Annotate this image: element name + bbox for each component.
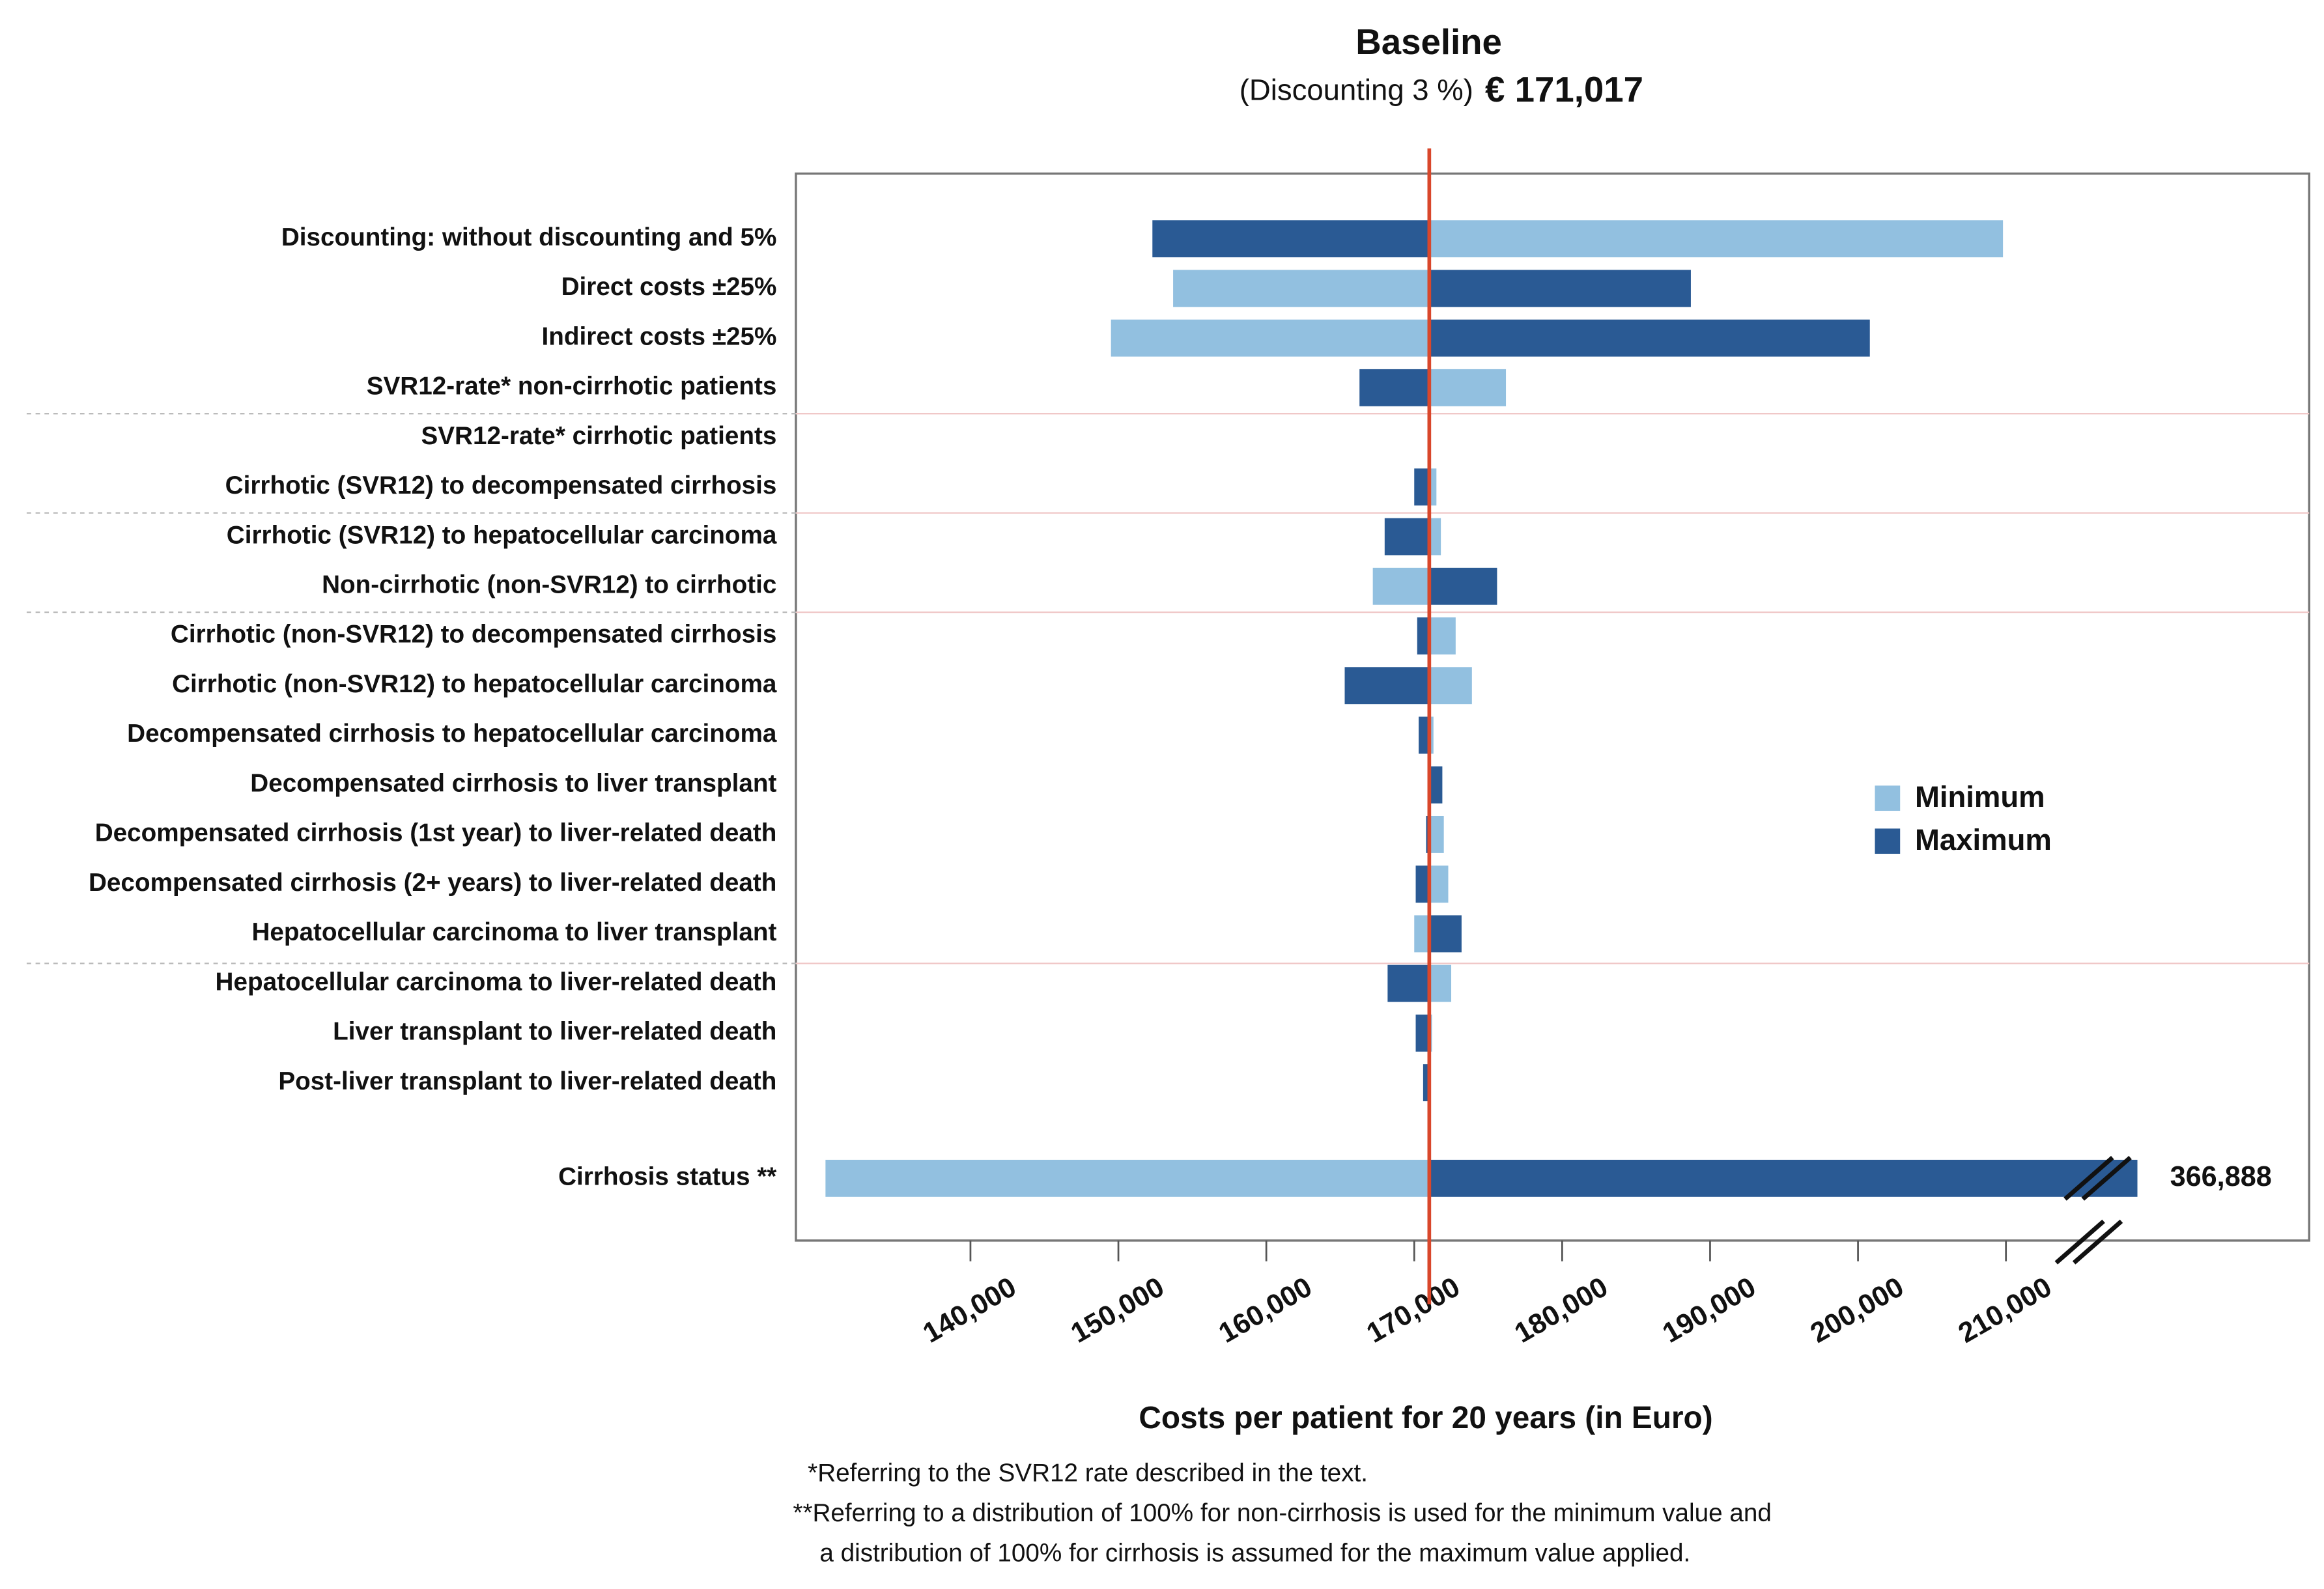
- axis-break: [2081, 1155, 2132, 1201]
- bar: [1429, 667, 1472, 705]
- bar: [1419, 716, 1430, 754]
- bar: [1414, 468, 1430, 506]
- chart-title: Baseline: [1355, 22, 1502, 62]
- bar: [1429, 617, 1456, 654]
- bar: [1423, 1064, 1430, 1102]
- bar: [1429, 468, 1437, 506]
- bar: [1429, 270, 1691, 307]
- baseline-label: € 171,017: [1485, 70, 1643, 109]
- x-tick-label: 200,000: [1806, 1271, 1909, 1349]
- category-label: Decompensated cirrhosis (2+ years) to li…: [89, 869, 776, 897]
- bar: [1429, 964, 1452, 1002]
- bar: [1429, 319, 1870, 357]
- bar: [1417, 617, 1430, 654]
- chart-subtitle: (Discounting 3 %): [1240, 73, 1473, 106]
- x-tick-label: 150,000: [1066, 1271, 1169, 1349]
- x-tick-label: 210,000: [1953, 1271, 2057, 1349]
- bar: [1429, 1159, 2138, 1197]
- bar: [1415, 865, 1430, 903]
- bar: [1429, 865, 1449, 903]
- bar: [1384, 518, 1430, 555]
- x-tick-label: 190,000: [1658, 1271, 1761, 1349]
- value-label: 366,888: [2170, 1161, 2272, 1192]
- bar: [1429, 518, 1441, 555]
- bar: [1429, 766, 1443, 804]
- legend-swatch: [1875, 828, 1901, 854]
- category-label: Hepatocellular carcinoma to liver transp…: [251, 918, 776, 946]
- category-label: Indirect costs ±25%: [542, 322, 777, 350]
- category-label: SVR12-rate* cirrhotic patients: [421, 422, 776, 450]
- bar: [1173, 270, 1430, 307]
- category-label: SVR12-rate* non-cirrhotic patients: [367, 373, 777, 401]
- category-label: Post-liver transplant to liver-related d…: [278, 1067, 776, 1095]
- bar: [1414, 915, 1430, 953]
- bar: [1415, 1014, 1430, 1052]
- axis-break: [2072, 1219, 2123, 1265]
- bar: [1372, 567, 1430, 605]
- footnote: a distribution of 100% for cirrhosis is …: [819, 1540, 1690, 1568]
- x-axis-label: Costs per patient for 20 years (in Euro): [1139, 1401, 1712, 1435]
- x-tick-label: 140,000: [918, 1271, 1021, 1349]
- category-label: Liver transplant to liver-related death: [333, 1018, 776, 1046]
- category-label: Cirrhotic (non-SVR12) to hepatocellular …: [172, 670, 777, 698]
- x-tick-label: 160,000: [1213, 1271, 1317, 1349]
- footnote: **Referring to a distribution of 100% fo…: [793, 1499, 1771, 1527]
- category-label: Direct costs ±25%: [561, 273, 777, 301]
- category-label: Decompensated cirrhosis (1st year) to li…: [95, 819, 777, 847]
- footnote: *Referring to the SVR12 rate described i…: [808, 1459, 1368, 1487]
- separators: [26, 413, 2310, 964]
- bar: [825, 1159, 1430, 1197]
- bar: [1429, 369, 1507, 406]
- bar: [1111, 319, 1430, 357]
- bar: [1152, 220, 1430, 258]
- legend-swatch: [1875, 785, 1901, 811]
- x-tick-label: 180,000: [1509, 1271, 1613, 1349]
- category-label: Non-cirrhotic (non-SVR12) to cirrhotic: [322, 571, 776, 599]
- x-tick-label: 170,000: [1361, 1271, 1465, 1349]
- bar: [1429, 815, 1444, 853]
- category-label: Discounting: without discounting and 5%: [281, 223, 776, 251]
- category-label: Hepatocellular carcinoma to liver-relate…: [216, 968, 777, 996]
- category-label: Cirrhotic (non-SVR12) to decompensated c…: [171, 621, 776, 649]
- legend-label: Minimum: [1915, 780, 2045, 813]
- axis-break: [2063, 1155, 2114, 1201]
- bar: [1387, 964, 1430, 1002]
- bar: [1359, 369, 1430, 406]
- bar: [1429, 220, 2004, 258]
- category-label: Cirrhotic (SVR12) to decompensated cirrh…: [225, 471, 777, 499]
- category-label: Decompensated cirrhosis to liver transpl…: [250, 769, 776, 797]
- legend-label: Maximum: [1915, 823, 2052, 856]
- plot-frame: [795, 172, 2310, 1242]
- category-label: Cirrhosis status **: [558, 1163, 777, 1191]
- category-label: Decompensated cirrhosis to hepatocellula…: [127, 720, 777, 748]
- bar: [1429, 567, 1497, 605]
- bar: [1344, 667, 1430, 705]
- axis-break: [2054, 1219, 2105, 1265]
- bar: [1429, 915, 1462, 953]
- category-label: Cirrhotic (SVR12) to hepatocellular carc…: [227, 521, 777, 549]
- bar: [1429, 716, 1434, 754]
